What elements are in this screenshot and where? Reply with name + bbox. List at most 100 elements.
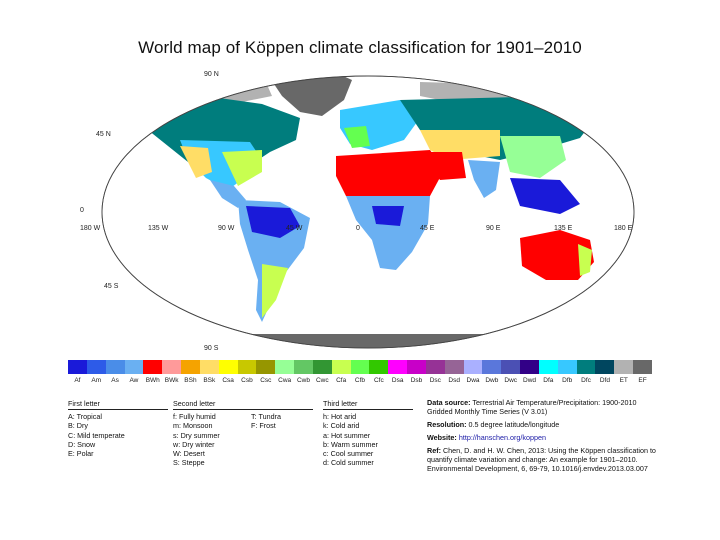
legend-code-dwc: Dwc xyxy=(504,377,518,384)
legend-swatch-bsk xyxy=(199,360,220,374)
second-letter-header: Second letter xyxy=(173,399,313,411)
map-border xyxy=(101,75,635,349)
legend-swatch-af xyxy=(68,360,88,374)
legend-swatch-et xyxy=(614,360,634,374)
legend-code-bwh: BWh xyxy=(145,377,160,384)
lat-label-0: 0 xyxy=(80,207,84,214)
legend-swatch-dsa xyxy=(388,360,408,374)
legend-swatch-bsh xyxy=(181,360,201,374)
legend-swatch-dwd xyxy=(520,360,540,374)
legend-swatch-csc xyxy=(256,360,276,374)
legend-code-csc: Csc xyxy=(260,377,272,384)
legend-swatch-cwb xyxy=(294,360,314,374)
second-letter-F: F: Frost xyxy=(251,421,276,431)
legend-swatch-cwa xyxy=(275,360,295,374)
second-letter-T: T: Tundra xyxy=(251,412,281,422)
legend-code-aw: Aw xyxy=(129,377,139,384)
source-label: Data source: xyxy=(427,398,471,407)
legend-code-bsk: BSk xyxy=(203,377,216,384)
legend-swatch-dsd xyxy=(444,360,465,374)
legend-swatch-csa xyxy=(218,360,239,374)
legend-code-et: ET xyxy=(619,377,628,384)
legend-code-dsc: Dsc xyxy=(429,377,441,384)
second-letter-W: W: Desert xyxy=(173,449,205,459)
south-america-south xyxy=(262,264,288,318)
legend-swatch-cfb xyxy=(350,360,370,374)
third-letter-a: a: Hot summer xyxy=(323,430,371,440)
legend-swatch-am xyxy=(86,360,107,374)
legend-swatch-dsc xyxy=(425,360,446,374)
legend-swatch-dfd xyxy=(595,360,615,374)
third-letter-b: b: Warm summer xyxy=(323,439,378,449)
second-letter-f: f: Fully humid xyxy=(173,412,216,422)
map-title: World map of Köppen climate classificati… xyxy=(138,38,582,57)
india xyxy=(468,160,500,198)
resolution-text: 0.5 degree latitude/longitude xyxy=(468,420,560,429)
third-letter-k: k: Cold arid xyxy=(323,421,360,431)
legend-swatch-dfa xyxy=(538,360,559,374)
legend-swatch-dfc xyxy=(576,360,596,374)
legend-code-cwc: Cwc xyxy=(315,377,329,384)
legend-code-csa: Csa xyxy=(222,377,234,384)
legend-code-dfb: Dfb xyxy=(562,377,573,384)
legend-swatch-dfb xyxy=(557,360,578,374)
legend-code-dsb: Dsb xyxy=(410,377,423,384)
legend-swatch-bwk xyxy=(162,360,182,374)
southeast-asia xyxy=(510,178,580,214)
climate-legend: Af Am As Aw BWh BWk BSh BSk Csa Csb Csc Cwa Cwb Cwc Cf… xyxy=(68,360,653,388)
first-letter-e: E: Polar xyxy=(68,449,94,459)
lat-label-45n: 45 N xyxy=(96,131,111,138)
congo xyxy=(372,206,404,226)
legend-code-dfa: Dfa xyxy=(543,377,554,384)
third-letter-header: Third letter xyxy=(323,399,413,411)
legend-swatch-ef xyxy=(633,360,653,374)
legend-code-bsh: BSh xyxy=(184,377,197,384)
australia xyxy=(520,230,594,280)
legend-swatch-csb xyxy=(237,360,257,374)
legend-swatch-dwc xyxy=(501,360,521,374)
legend-code-cfb: Cfb xyxy=(354,377,366,384)
lon-label-180w: 180 W xyxy=(80,225,101,232)
africa-south xyxy=(346,196,430,270)
north-america-east xyxy=(222,150,262,186)
east-asia xyxy=(500,136,566,178)
first-letter-a: A: Tropical xyxy=(68,412,102,422)
north-america-west xyxy=(180,146,212,178)
amazon xyxy=(246,206,300,238)
first-letter-header: First letter xyxy=(68,399,168,411)
third-letter-key: Third letter h: Hot arid k: Cold arid a:… xyxy=(323,399,413,467)
lat-label-45s: 45 S xyxy=(104,283,119,290)
legend-code-dfc: Dfc xyxy=(581,377,591,384)
legend-swatch-dwa xyxy=(463,360,483,374)
legend-code-cwa: Cwa xyxy=(278,377,292,384)
second-letter-s: s: Dry summer xyxy=(173,430,220,440)
second-letter-w: w: Dry winter xyxy=(173,439,215,449)
lat-label-90n: 90 N xyxy=(204,71,219,78)
resolution-label: Resolution: xyxy=(427,420,467,429)
legend-swatch-bwh xyxy=(143,360,163,374)
legend-code-csb: Csb xyxy=(241,377,253,384)
middle-east xyxy=(420,152,466,180)
first-letter-c: C: Mild temperate xyxy=(68,430,125,440)
legend-swatch-cfc xyxy=(369,360,389,374)
legend-swatch-cfa xyxy=(331,360,352,374)
first-letter-b: B: Dry xyxy=(68,421,88,431)
central-america xyxy=(210,180,246,208)
europe-west xyxy=(344,126,370,148)
lon-label-45w: 45 W xyxy=(286,225,303,232)
third-letter-d: d: Cold summer xyxy=(323,458,374,468)
source-text: Terrestrial Air Temperature/Precipitatio… xyxy=(427,398,637,416)
legend-code-dfd: Dfd xyxy=(599,377,610,384)
legend-swatch-dwb xyxy=(482,360,502,374)
lon-label-135w: 135 W xyxy=(148,225,169,232)
website-link[interactable]: http://hanschen.org/koppen xyxy=(458,433,546,442)
legend-code-cfc: Cfc xyxy=(373,377,384,384)
legend-code-cwb: Cwb xyxy=(296,377,310,384)
legend-code-bwk: BWk xyxy=(164,377,179,384)
lon-label-45e: 45 E xyxy=(420,225,435,232)
lon-label-0: 0 xyxy=(356,225,360,232)
legend-swatch-as xyxy=(105,360,125,374)
second-letter-key: Second letter f: Fully humid m: Monsoon … xyxy=(173,399,313,467)
ref-label: Ref: xyxy=(427,446,441,455)
